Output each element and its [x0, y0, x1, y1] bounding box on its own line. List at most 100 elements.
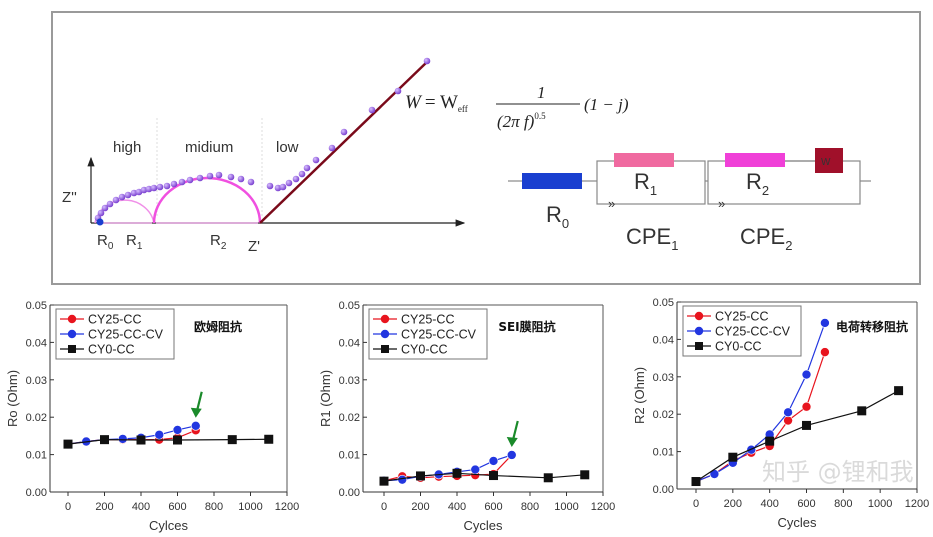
y-tick-label: 0.00 — [339, 487, 360, 499]
y-tick-label: 0.01 — [653, 447, 674, 459]
nyquist-point — [368, 106, 376, 114]
formula-lhs: W = Weff — [405, 92, 468, 114]
data-point — [117, 434, 128, 444]
data-point — [580, 470, 590, 480]
legend-label: CY25-CC-CV — [401, 328, 477, 342]
legend-marker — [381, 345, 389, 353]
legend-label: CY0-CC — [401, 343, 448, 357]
arrow-head-icon — [190, 407, 202, 418]
x-tick-label: 1000 — [238, 501, 262, 513]
legend-label: CY25-CC — [401, 313, 455, 327]
nyquist-point — [163, 182, 171, 190]
nyquist-point — [97, 209, 105, 217]
y-tick-label: 0.02 — [339, 412, 360, 424]
annotation-label: 欧姆阻抗 — [194, 319, 242, 334]
data-point — [691, 477, 701, 487]
circuit-r0-label: R0 — [546, 202, 569, 231]
y-tick-label: 0.01 — [26, 450, 47, 462]
formula-numerator: 1 — [537, 83, 546, 102]
nyquist-point — [156, 183, 164, 191]
x-tick-label: 1200 — [275, 501, 299, 513]
data-point — [857, 406, 867, 416]
y-tick-label: 0.02 — [653, 409, 674, 421]
x-tick-label: 1200 — [591, 501, 615, 513]
x-tick-label: 1200 — [905, 498, 929, 510]
chart-1: 0.00 0.01 0.02 0.03 0.04 0.05 0 200 400 600 800 100… — [5, 300, 299, 533]
nyquist-data-points — [94, 57, 431, 222]
legend-marker — [694, 326, 704, 336]
y-tick-label: 0.05 — [653, 297, 674, 309]
x-tick-label: 400 — [448, 501, 466, 513]
data-point — [543, 473, 553, 483]
nyquist-point — [340, 128, 348, 136]
zone-label-low: low — [276, 139, 299, 156]
y-tick-label: 0.03 — [339, 375, 360, 387]
y-tick-label: 0.05 — [26, 300, 47, 312]
legend-label: CY25-CC-CV — [715, 325, 791, 339]
legend-marker — [380, 329, 390, 339]
nyquist-point — [237, 175, 245, 183]
data-point — [63, 439, 73, 449]
legend-marker — [695, 342, 703, 350]
nyquist-point — [285, 179, 293, 187]
chart-3: 0.00 0.01 0.02 0.03 0.04 0.05 0 200 400 600 800 100… — [632, 297, 929, 530]
x-tick-label: 800 — [521, 501, 539, 513]
r0-label: R0 — [97, 232, 114, 252]
x-tick-label: 600 — [168, 501, 186, 513]
legend-marker — [694, 311, 704, 321]
cpe1-symbol: » — [608, 196, 615, 211]
nyquist-point — [328, 144, 336, 152]
legend-label: CY25-CC — [88, 313, 142, 327]
data-point — [894, 386, 904, 396]
data-point — [801, 401, 812, 412]
formula-tail: (1 − j) — [584, 95, 629, 114]
nyquist-point — [150, 184, 158, 192]
y-tick-label: 0.03 — [653, 372, 674, 384]
warburg-formula: W = Weff 1 (2π f)0.5 (1 − j) — [405, 83, 629, 131]
nyquist-point — [247, 178, 255, 186]
series-cy0-cc — [63, 434, 274, 449]
nyquist-point — [298, 170, 306, 178]
y-tick-label: 0.00 — [653, 484, 674, 496]
data-point — [227, 435, 237, 445]
series-cy25-cc-cv — [379, 450, 517, 486]
data-point — [416, 471, 425, 481]
data-point — [136, 435, 146, 445]
nyquist-point — [178, 178, 186, 186]
r0-point — [96, 218, 104, 226]
series-cy0-cc — [691, 386, 904, 487]
data-point — [728, 452, 738, 462]
x-tick-label: 600 — [797, 498, 815, 510]
data-point — [397, 474, 408, 485]
y-tick-label: 0.05 — [339, 300, 360, 312]
y-tick-label: 0.04 — [653, 334, 674, 346]
legend-label: CY25-CC-CV — [88, 328, 164, 342]
zone-label-high: high — [113, 139, 141, 156]
nyquist-point — [215, 171, 223, 179]
watermark: 知乎 @锂和我 — [762, 458, 914, 486]
nyquist-point — [423, 57, 431, 65]
cpe2-symbol: » — [718, 196, 725, 211]
legend-label: CY0-CC — [715, 340, 762, 354]
x-tick-label: 0 — [693, 498, 699, 510]
panel-border — [51, 11, 921, 285]
data-point — [801, 369, 812, 380]
data-point — [783, 407, 793, 418]
nyquist-point — [135, 188, 143, 196]
y-axis-label: Ro (Ohm) — [5, 370, 20, 427]
large-semicircle — [152, 176, 262, 224]
data-point — [802, 420, 811, 430]
nyquist-point — [140, 186, 148, 194]
x-tick-label: 400 — [760, 498, 778, 510]
r1-label: R1 — [126, 232, 143, 252]
warburg-element — [815, 148, 843, 173]
warburg-line — [259, 60, 429, 224]
data-point — [820, 318, 830, 328]
nyquist-point — [170, 180, 178, 188]
chart-2: 0.00 0.01 0.02 0.03 0.04 0.05 0 200 400 600 800 100… — [318, 300, 615, 533]
cpe2-label: CPE2 — [740, 224, 792, 253]
warburg-label: W — [821, 157, 831, 168]
legend-marker — [67, 329, 77, 339]
y-tick-label: 0.02 — [26, 412, 47, 424]
